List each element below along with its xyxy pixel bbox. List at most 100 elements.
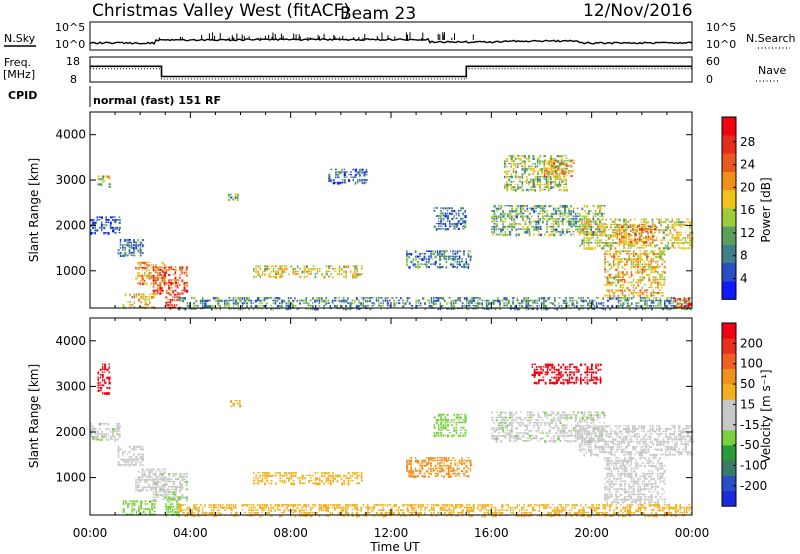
echo-cell [217,297,220,300]
echo-cell [362,504,365,507]
echo-cell [281,479,284,483]
echo-cell [554,304,556,307]
echo-cell [343,173,346,177]
echo-cell [536,157,540,161]
echo-cell [619,238,621,241]
echo-cell [494,506,497,509]
echo-cell [538,299,540,302]
echo-cell [96,216,99,219]
echo-cell [518,307,521,311]
colorbar-tick-label: 20 [740,180,755,194]
echo-cell [133,503,136,506]
echo-cell [649,242,652,245]
echo-cell [389,511,391,515]
echo-cell [614,234,617,237]
echo-cell [152,287,155,289]
echo-cell [119,246,122,249]
echo-cell [515,421,518,424]
echo-cell [516,299,519,301]
echo-cell [462,212,464,216]
echo-cell [340,509,343,512]
echo-cell [584,504,587,506]
echo-cell [581,221,583,224]
echo-cell [294,474,297,478]
echo-cell [140,503,143,506]
echo-cell [617,299,620,302]
echo-cell [450,462,453,465]
echo-cell [536,304,538,307]
echo-cell [534,175,537,179]
echo-cell [453,429,456,432]
echo-cell [419,509,423,511]
echo-cell [629,244,633,247]
echo-cell [124,463,126,467]
echo-cell [583,236,585,240]
echo-cell [146,481,148,484]
echo-cell [439,457,442,459]
echo-cell [559,172,562,174]
echo-cell [614,229,617,231]
echo-cell [157,268,160,272]
echo-cell [562,506,565,510]
echo-cell [664,299,666,303]
echo-cell [395,302,397,305]
echo-cell [465,475,468,477]
echo-cell [161,489,164,492]
echo-cell [107,219,110,221]
echo-cell [430,253,432,256]
echo-cell [667,234,670,236]
echo-cell [444,511,446,515]
echo-cell [347,307,349,310]
echo-cell [661,307,664,311]
echo-cell [592,215,595,219]
echo-cell [188,307,191,310]
echo-cell [513,210,516,213]
echo-cell [669,226,671,228]
power-echo-region [228,193,240,202]
echo-cell [626,302,629,305]
echo-cell [428,462,430,465]
echo-cell [546,225,548,229]
echo-cell [94,226,96,229]
echo-cell [149,296,151,299]
echo-cell [345,265,348,269]
echo-cell [550,437,553,440]
echo-cell [248,511,250,514]
echo-cell [565,155,567,157]
echo-cell [443,255,446,258]
echo-cell [524,440,527,442]
echo-cell [301,506,304,509]
echo-cell [224,506,226,509]
echo-cell [144,298,147,302]
echo-cell [615,297,618,300]
echo-cell [547,175,551,178]
echo-cell [185,271,188,274]
echo-cell [444,215,447,218]
echo-cell [588,212,590,215]
echo-cell [559,170,561,172]
echo-cell [544,207,546,210]
echo-cell [550,440,553,442]
echo-cell [463,467,465,470]
echo-cell [296,307,299,310]
echo-cell [351,514,354,517]
echo-cell [684,239,687,243]
echo-cell [593,307,596,311]
echo-cell [268,482,270,485]
echo-cell [447,467,450,470]
echo-cell [602,506,605,509]
echo-cell [526,215,529,219]
echo-cell [630,238,632,241]
freq-tick-top: 18 [66,55,80,68]
echo-cell [528,419,531,422]
echo-cell [647,235,650,238]
echo-cell [504,218,507,220]
echo-cell [664,304,666,308]
echo-cell [583,223,585,226]
echo-cell [637,302,640,304]
echo-cell [556,178,559,181]
echo-cell [419,504,422,507]
echo-cell [555,175,558,177]
echo-cell [510,304,513,308]
echo-cell [230,193,232,196]
